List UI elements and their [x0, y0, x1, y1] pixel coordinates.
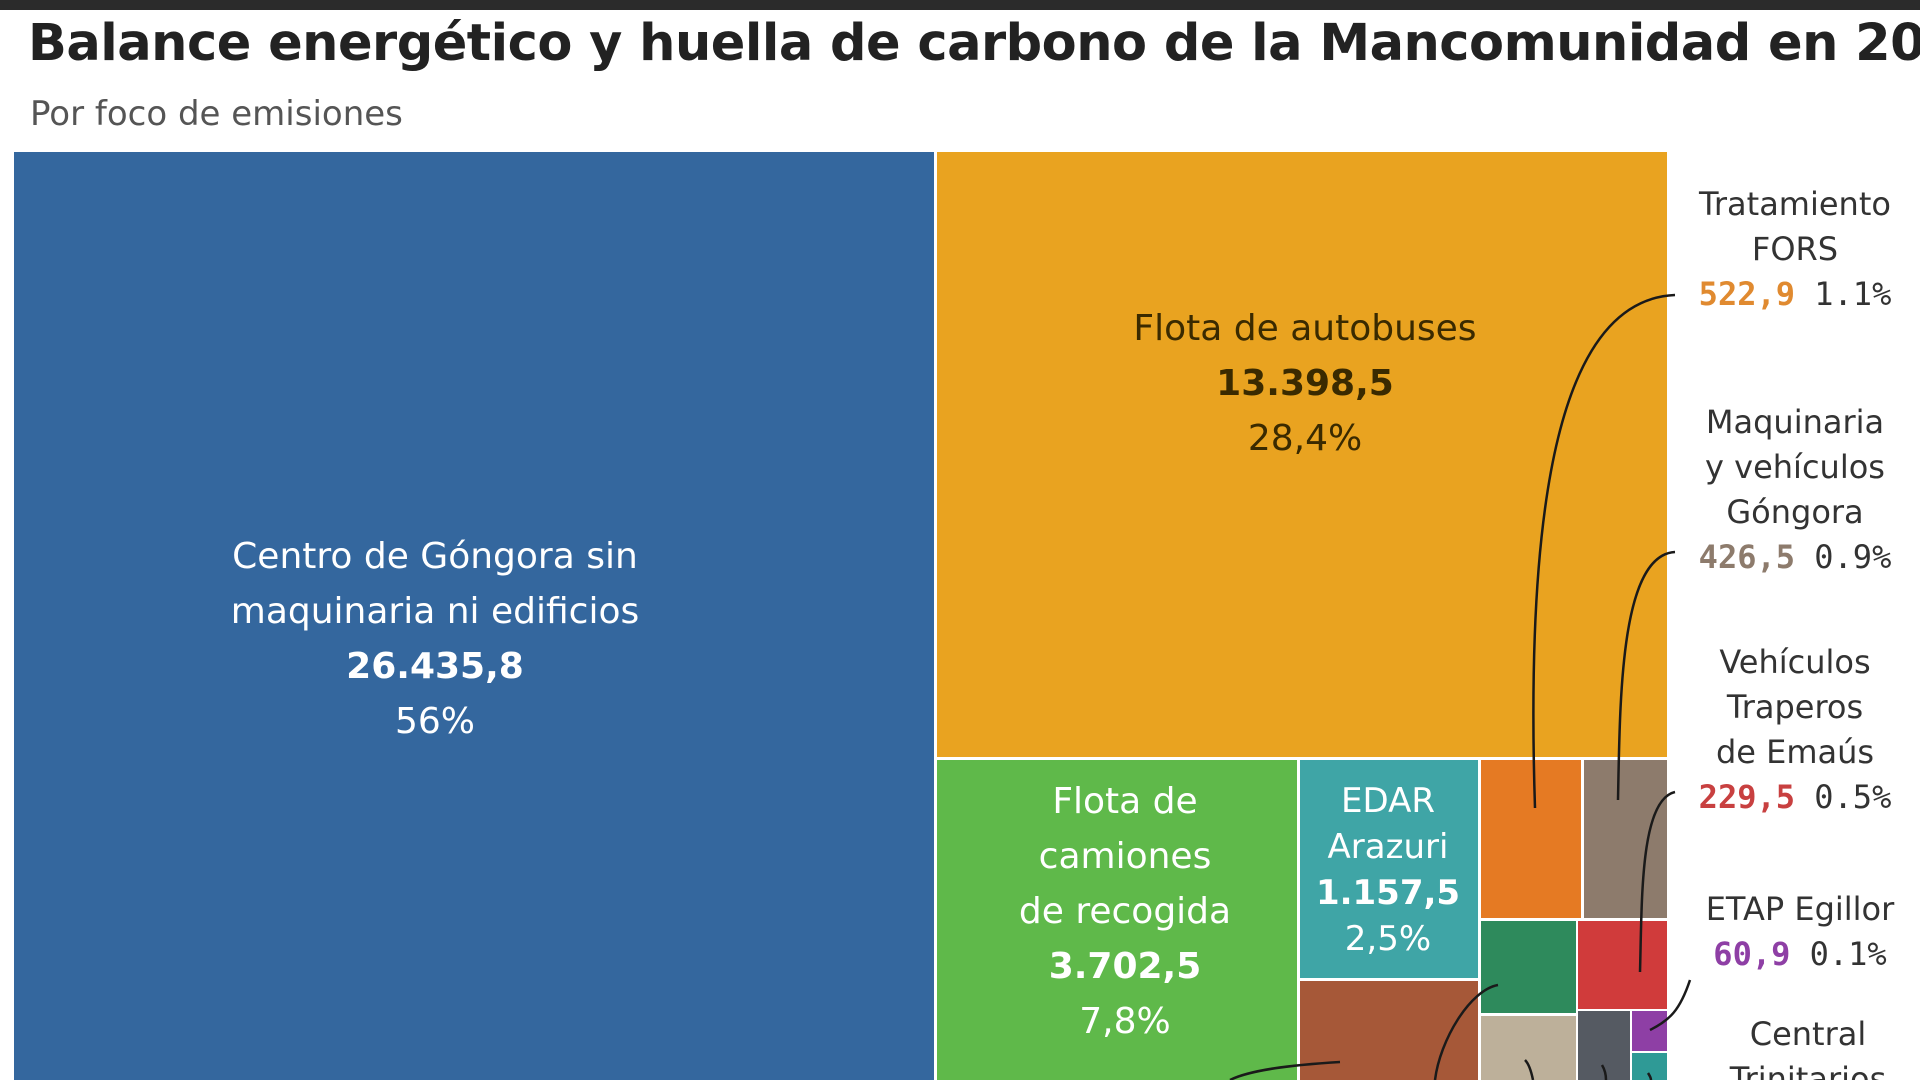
treemap-tile-7 — [1632, 1011, 1667, 1051]
treemap-tile-2 — [937, 760, 1297, 1080]
leader-line-3 — [1649, 979, 1692, 1032]
callout-label-5-line-2: Góngora — [1726, 493, 1863, 531]
leader-line-5 — [1229, 1060, 1341, 1080]
chart-title: Balance energético y huella de carbono d… — [28, 14, 1920, 73]
callout-label-5-line-1: y vehículos — [1705, 448, 1885, 486]
callout-value-4: 522,9 — [1699, 275, 1815, 313]
tile-label-2-line-0: Flota de — [1052, 781, 1197, 822]
treemap-tile-3 — [1300, 760, 1478, 978]
tile-label-2-line-1: camiones — [1039, 836, 1212, 877]
callout-label-5-line-0: Maquinaria — [1706, 403, 1884, 441]
callout-label-6-line-2: de Emaús — [1716, 733, 1874, 771]
callout-label-8-line-0: Central — [1750, 1015, 1867, 1053]
tile-label-1-line-0: Flota de autobuses — [1133, 308, 1476, 349]
callout-value-row-5: 426,5 0.9% — [1699, 538, 1892, 576]
tile-value-2: 3.702,5 — [1049, 946, 1202, 987]
treemap-tile-10 — [1481, 921, 1576, 1013]
tile-value-1: 13.398,5 — [1216, 363, 1394, 404]
tile-value-3: 1.157,5 — [1316, 873, 1460, 913]
leader-line-0 — [1532, 293, 1676, 809]
callout-value-6: 229,5 — [1699, 778, 1815, 816]
tile-label-2-line-2: de recogida — [1019, 891, 1231, 932]
treemap-tile-4 — [1481, 760, 1581, 918]
callout-percent-6: 0.5% — [1814, 778, 1891, 816]
treemap-tile-6 — [1578, 921, 1667, 1009]
top-bar — [0, 0, 1920, 10]
callout-percent-4: 1.1% — [1814, 275, 1891, 313]
leader-line-1 — [1616, 550, 1676, 801]
callout-label-6-line-0: Vehículos — [1719, 643, 1870, 681]
treemap-tile-5 — [1584, 760, 1667, 918]
treemap-tile-11 — [1481, 1016, 1576, 1080]
tile-percent-0: 56% — [395, 701, 475, 742]
callout-value-row-6: 229,5 0.5% — [1699, 778, 1892, 816]
tile-percent-3: 2,5% — [1345, 919, 1431, 959]
callout-label-4-line-0: Tratamiento — [1698, 185, 1891, 223]
tile-label-3-line-0: EDAR — [1341, 781, 1435, 821]
callout-value-7: 60,9 — [1713, 935, 1809, 973]
callout-value-row-7: 60,9 0.1% — [1713, 935, 1886, 973]
callout-label-7-line-0: ETAP Egillor — [1706, 890, 1895, 928]
callout-label-4-line-1: FORS — [1752, 230, 1838, 268]
callout-percent-7: 0.1% — [1810, 935, 1887, 973]
tile-label-3-line-1: Arazuri — [1328, 827, 1449, 867]
tile-percent-1: 28,4% — [1248, 418, 1362, 459]
callout-label-8-line-1: Trinitarios — [1729, 1060, 1887, 1080]
callout-percent-5: 0.9% — [1814, 538, 1891, 576]
tile-value-0: 26.435,8 — [346, 646, 524, 687]
leader-line-4 — [1433, 983, 1499, 1080]
leader-line-6 — [1524, 1059, 1535, 1080]
treemap-tile-1 — [937, 152, 1667, 757]
treemap-tile-0 — [14, 152, 934, 1080]
tile-label-0-line-1: maquinaria ni edificios — [231, 591, 640, 632]
leader-line-7 — [1600, 1064, 1608, 1080]
callout-value-5: 426,5 — [1699, 538, 1815, 576]
tile-label-0-line-0: Centro de Góngora sin — [232, 536, 638, 577]
callout-label-6-line-1: Traperos — [1726, 688, 1863, 726]
callout-value-row-4: 522,9 1.1% — [1699, 275, 1892, 313]
chart-subtitle: Por foco de emisiones — [30, 94, 403, 134]
leader-line-2 — [1638, 790, 1676, 973]
tile-percent-2: 7,8% — [1079, 1001, 1170, 1042]
